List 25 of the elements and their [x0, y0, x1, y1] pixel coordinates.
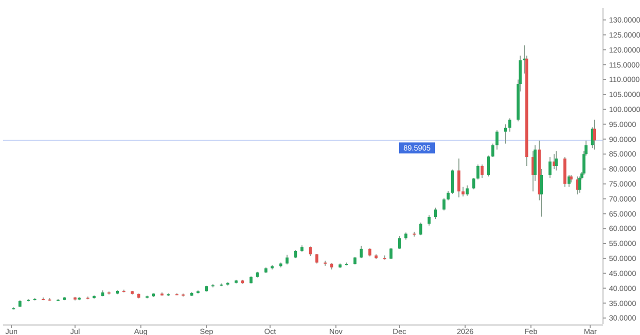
candlestick	[480, 164, 484, 178]
candlestick	[578, 176, 582, 194]
candlestick	[593, 119, 596, 150]
candlestick	[466, 184, 469, 196]
candlestick	[554, 150, 558, 171]
candlestick	[450, 169, 454, 195]
candlestick	[389, 247, 392, 260]
candlestick	[434, 207, 438, 220]
candlestick	[472, 177, 476, 190]
candlestick	[487, 155, 490, 177]
candlestick	[462, 186, 465, 197]
candlestick	[419, 222, 422, 236]
candlestick	[508, 118, 512, 132]
candlestick	[495, 130, 498, 150]
candlestick	[442, 198, 446, 211]
candlestick	[491, 143, 494, 158]
candlestick	[548, 156, 552, 178]
candlestick	[286, 254, 289, 265]
candlestick	[457, 158, 460, 198]
candlestick	[360, 245, 363, 259]
candlestick	[446, 190, 450, 201]
candlestick	[398, 236, 401, 250]
candlestick	[476, 164, 480, 180]
candlestick	[308, 246, 312, 257]
candlestick	[428, 214, 431, 226]
